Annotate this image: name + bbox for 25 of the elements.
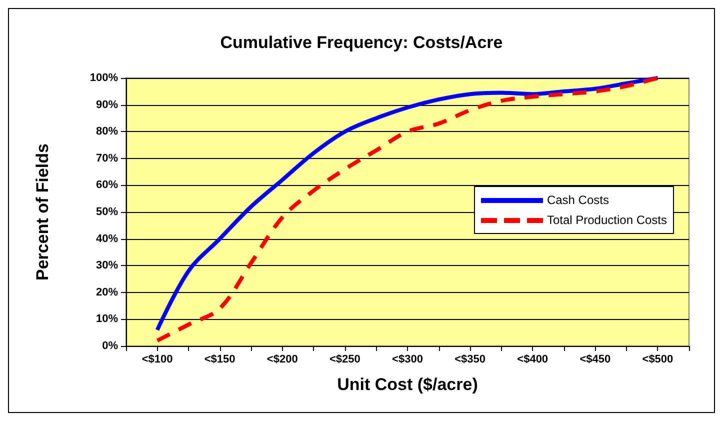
y-tick-label: 10% bbox=[96, 313, 118, 326]
x-tick-label: <$400 bbox=[517, 354, 548, 366]
x-tick-label: <$450 bbox=[580, 354, 611, 366]
y-tick-label: 40% bbox=[96, 232, 118, 245]
x-tick-label: <$300 bbox=[392, 354, 423, 366]
x-tick-label: <$250 bbox=[329, 354, 360, 366]
y-tick-label: 90% bbox=[96, 98, 118, 111]
y-tick-label: 100% bbox=[90, 72, 118, 84]
y-tick-label: 80% bbox=[96, 126, 118, 138]
x-tick-label: <$350 bbox=[454, 354, 486, 366]
y-tick-label: 60% bbox=[96, 179, 118, 192]
chart-title: Cumulative Frequency: Costs/Acre bbox=[220, 33, 503, 52]
legend-label: Total Production Costs bbox=[546, 213, 667, 227]
y-tick-label: 50% bbox=[96, 206, 118, 218]
y-axis-title: Percent of Fields bbox=[33, 144, 52, 280]
legend-label: Cash Costs bbox=[546, 193, 609, 207]
y-tick-label: 0% bbox=[102, 340, 118, 352]
y-tick-label: 30% bbox=[96, 260, 118, 272]
y-tick-label: 20% bbox=[96, 286, 118, 298]
x-tick-label: <$200 bbox=[266, 354, 298, 366]
x-axis-title: Unit Cost ($/acre) bbox=[337, 375, 478, 394]
x-tick-label: <$150 bbox=[204, 354, 236, 366]
y-tick-label: 70% bbox=[96, 152, 118, 164]
x-tick-label: <$100 bbox=[142, 354, 173, 366]
x-tick-label: <$500 bbox=[642, 354, 674, 366]
